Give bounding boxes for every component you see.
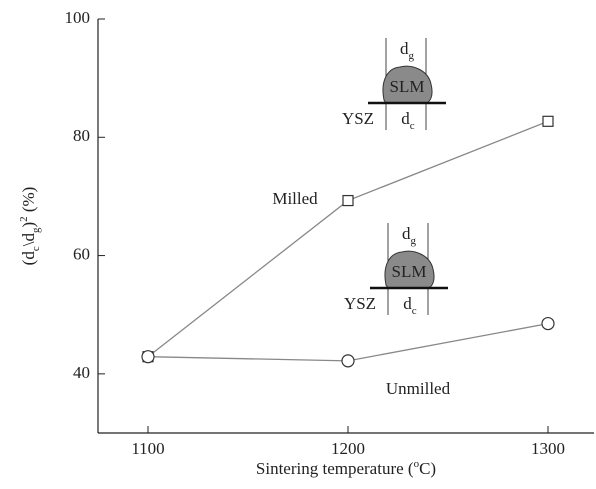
- y-tick-label: 60: [73, 244, 90, 263]
- inset-dim: dg: [400, 39, 415, 62]
- inset-dim: dg: [402, 224, 417, 247]
- x-axis-label-part: o: [414, 458, 420, 470]
- x-tick-label: 1300: [531, 439, 565, 458]
- inset-material: SLM: [392, 262, 427, 281]
- inset-material: SLM: [390, 77, 425, 96]
- inset-dim-part: d: [401, 109, 410, 128]
- inset-dim-part: d: [400, 39, 409, 58]
- inset-substrate-label: YSZ: [344, 294, 376, 313]
- x-tick-label: 1100: [131, 439, 164, 458]
- x-tick-label: 1200: [331, 439, 365, 458]
- inset-dim-part: d: [403, 294, 412, 313]
- inset-grain: [384, 250, 435, 289]
- y-axis-label-part: c: [30, 246, 42, 251]
- y-axis-label-part: (%): [19, 187, 38, 217]
- inset-dim-part: c: [412, 305, 417, 317]
- marker: [341, 354, 355, 368]
- y-axis-label: (dc\dg)2 (%): [18, 187, 42, 266]
- y-axis-label-part: ): [19, 222, 38, 228]
- series-label: Milled: [272, 189, 318, 208]
- inset-dim-part: d: [402, 224, 411, 243]
- inset-dim: dc: [401, 109, 415, 132]
- x-axis-label-part: C): [419, 459, 436, 478]
- inset-dim-part: g: [411, 235, 417, 247]
- x-axis-label: Sintering temperature (oC): [256, 458, 436, 478]
- marker: [342, 194, 354, 207]
- marker: [541, 316, 555, 331]
- y-axis-label-part: \d: [19, 233, 38, 247]
- marker: [542, 115, 554, 127]
- x-axis-label-part: Sintering temperature (: [256, 459, 414, 478]
- y-tick-label: 100: [65, 8, 91, 27]
- y-axis-label-part: g: [30, 227, 42, 233]
- line: [147, 120, 549, 358]
- inset-dim-part: g: [409, 50, 415, 62]
- y-tick-label: 80: [73, 126, 90, 145]
- inset-grain: [382, 65, 433, 104]
- inset-dim: dc: [403, 294, 417, 317]
- marker: [141, 350, 155, 364]
- y-axis-label-part: 2: [18, 216, 30, 222]
- series-label: Unmilled: [386, 379, 451, 398]
- y-axis-label-part: (d: [19, 251, 38, 266]
- inset-dim-part: c: [410, 120, 415, 132]
- y-tick-label: 40: [73, 363, 90, 382]
- inset-substrate-label: YSZ: [342, 109, 374, 128]
